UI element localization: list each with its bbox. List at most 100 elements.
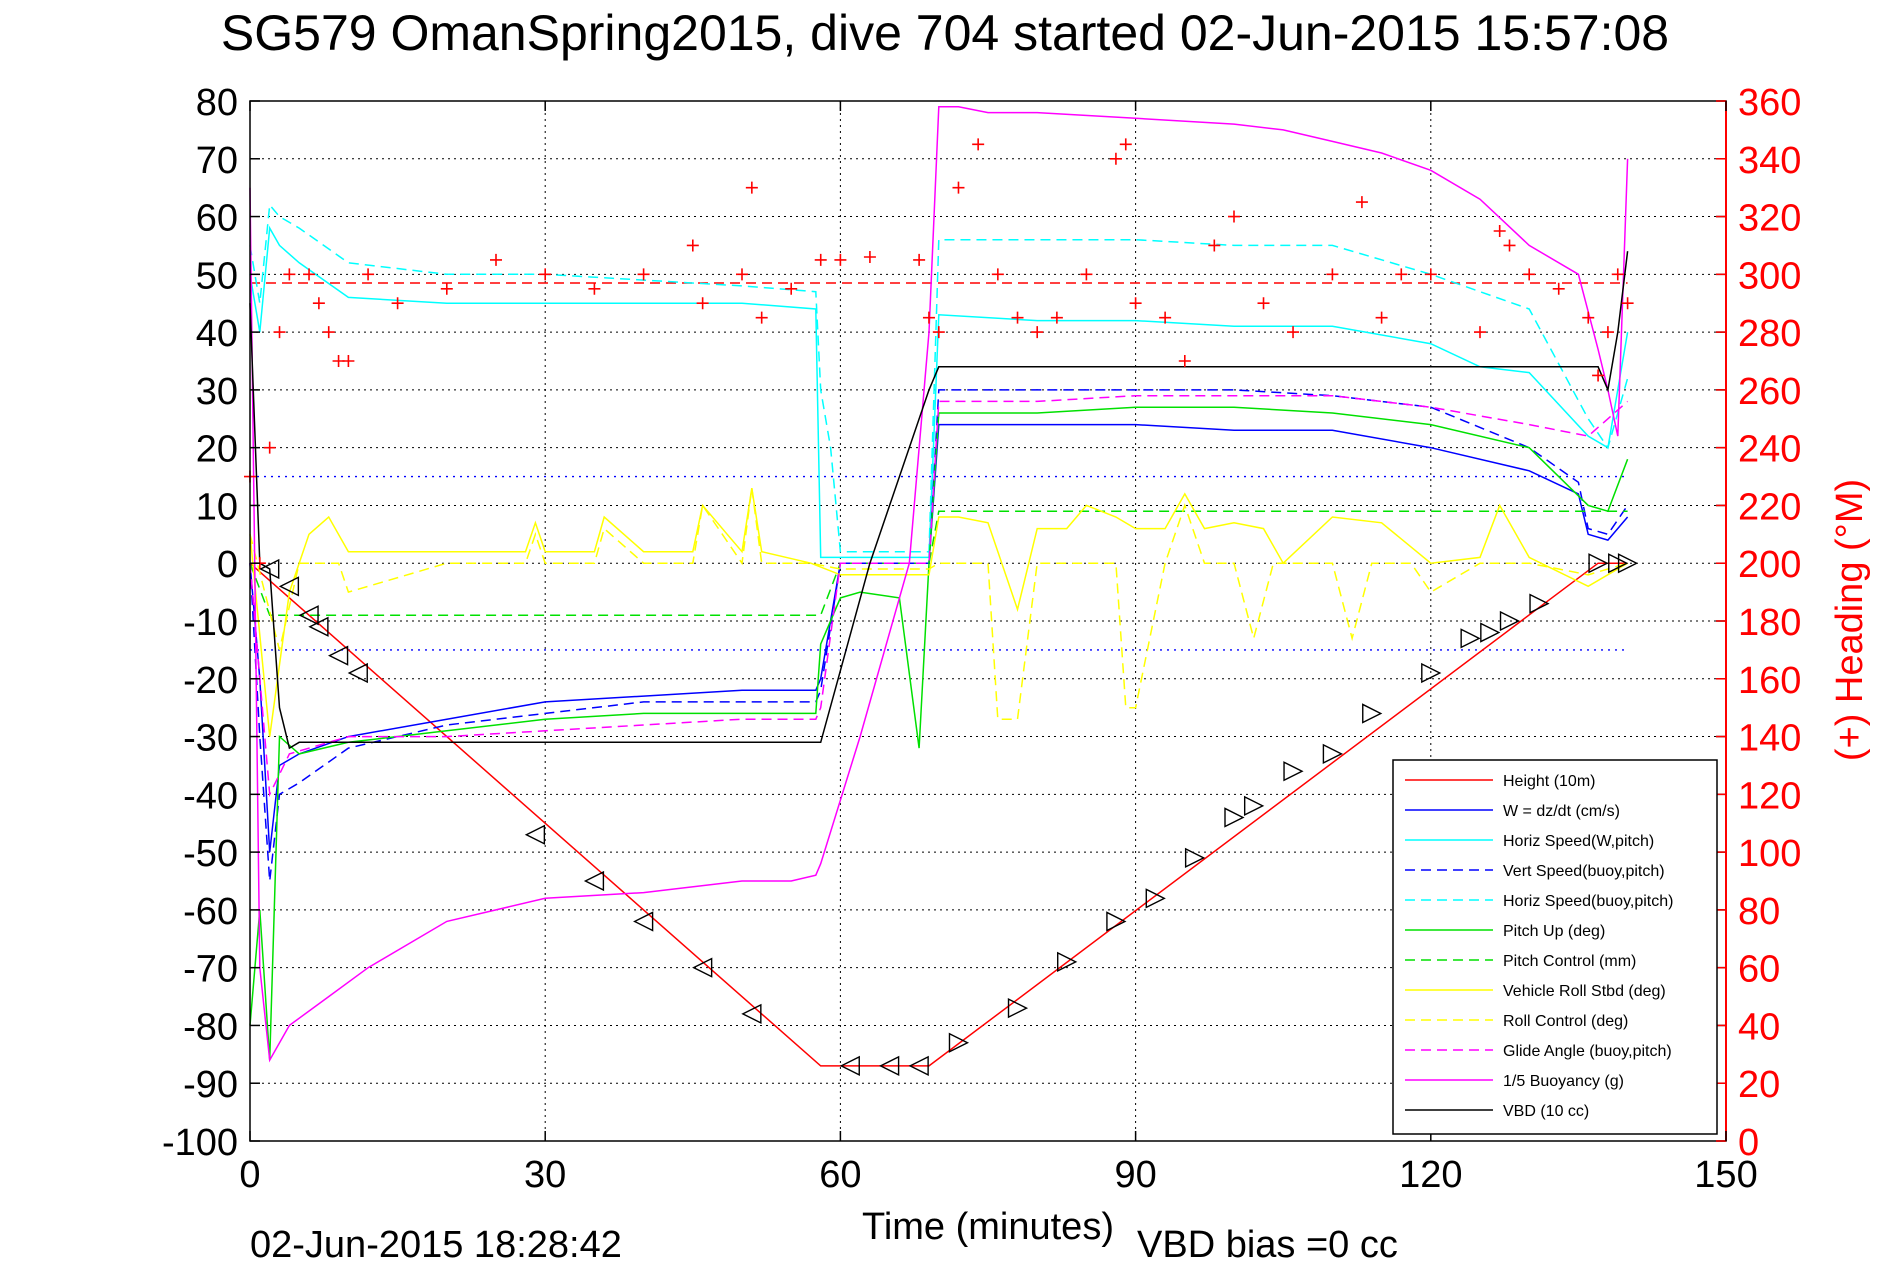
heading-point — [1424, 268, 1437, 281]
y-tick-label-left: 0 — [217, 544, 238, 586]
legend-label: Glide Angle (buoy,pitch) — [1503, 1043, 1672, 1060]
y-tick-label-right: 0 — [1738, 1122, 1759, 1164]
x-axis: 0 30 60 90 120 150 — [239, 101, 1758, 1196]
triangle-marker — [1007, 997, 1029, 1019]
y-axis-right-label: (+) Heading (°M) — [1829, 479, 1871, 761]
triangle-marker — [908, 1055, 929, 1077]
triangle-marker — [308, 616, 329, 637]
triangle-marker — [1145, 888, 1166, 909]
triangle-marker — [524, 824, 546, 845]
triangle-marker — [692, 957, 713, 978]
heading-point — [745, 181, 758, 194]
legend-label: Vert Speed(buoy,pitch) — [1503, 863, 1665, 880]
heading-point — [303, 268, 316, 281]
y-tick-label-right: 120 — [1738, 775, 1801, 817]
triangle-marker — [278, 576, 300, 597]
triangle-marker — [1184, 847, 1206, 869]
triangle-marker — [347, 662, 368, 684]
series-line — [249, 225, 1629, 559]
x-tick-label: 30 — [524, 1154, 566, 1196]
y-tick-label-left: -40 — [183, 775, 238, 817]
legend: Height (10m) W = dz/dt (cm/s) Horiz Speed(… — [1392, 759, 1718, 1135]
y-tick-label-right: 220 — [1738, 486, 1801, 528]
y-tick-label-left: 10 — [196, 486, 238, 528]
heading-series — [244, 138, 1634, 570]
triangle-marker — [327, 645, 349, 666]
heading-point — [863, 251, 876, 263]
y-axis-right: 3603403203002802602402202001801601401201… — [1716, 82, 1801, 1164]
y-tick-label-right: 340 — [1738, 140, 1801, 182]
y-tick-label-right: 80 — [1738, 891, 1780, 933]
y-tick-label-right: 140 — [1738, 718, 1801, 760]
y-tick-label-right: 260 — [1738, 371, 1801, 413]
heading-point — [696, 297, 709, 310]
y-tick-label-left: -90 — [183, 1064, 238, 1106]
heading-point — [1287, 326, 1300, 339]
x-tick-label: 90 — [1114, 1154, 1156, 1196]
heading-point — [283, 268, 296, 281]
triangle-marker — [1588, 553, 1609, 574]
y-axis-left: 80 70 60 50 40 30 20 10 0 -10 -20 -30 -40 -50 -60 -70 -8… — [162, 82, 1726, 1164]
y-tick-label-right: 240 — [1738, 429, 1801, 471]
legend-box — [1392, 759, 1718, 1135]
heading-point — [1178, 355, 1191, 367]
triangle-marker — [633, 911, 654, 932]
y-tick-label-right: 180 — [1738, 602, 1801, 644]
y-tick-label-left: -60 — [183, 891, 238, 933]
legend-label: W = dz/dt (cm/s) — [1503, 803, 1620, 820]
legend-label: Vehicle Roll Stbd (deg) — [1503, 983, 1666, 1000]
y-tick-label-left: -80 — [183, 1006, 238, 1048]
heading-point — [1080, 268, 1093, 281]
heading-point — [736, 268, 748, 281]
triangle-marker — [1460, 628, 1481, 649]
triangle-marker — [948, 1032, 970, 1053]
heading-point — [952, 181, 965, 194]
heading-point — [814, 253, 827, 266]
y-tick-label-left: -100 — [162, 1122, 238, 1164]
heading-point — [1621, 297, 1634, 310]
legend-label: Pitch Up (deg) — [1503, 923, 1605, 940]
heading-point — [362, 268, 375, 281]
y-tick-label-left: -30 — [183, 718, 238, 760]
y-tick-label-right: 60 — [1738, 949, 1780, 991]
heading-point — [1159, 311, 1172, 324]
heading-point — [922, 311, 935, 324]
y-tick-label-left: -50 — [183, 833, 238, 875]
x-tick-label: 60 — [819, 1154, 861, 1196]
heading-point — [1355, 196, 1368, 209]
heading-point — [1109, 152, 1122, 165]
heading-point — [322, 326, 335, 339]
legend-label: 1/5 Buoyancy (g) — [1503, 1073, 1624, 1090]
heading-point — [1523, 268, 1536, 281]
heading-point — [1375, 311, 1388, 324]
heading-point — [273, 326, 286, 339]
heading-point — [1552, 282, 1565, 295]
heading-point — [991, 268, 1004, 281]
heading-point — [440, 282, 453, 295]
series-layer — [244, 106, 1634, 1067]
heading-point — [755, 311, 768, 324]
y-tick-label-right: 320 — [1738, 198, 1801, 240]
y-tick-label-left: 50 — [196, 255, 238, 297]
heading-point — [1257, 297, 1270, 310]
heading-point — [1228, 210, 1240, 223]
triangle-marker — [1499, 610, 1521, 632]
y-tick-label-right: 100 — [1738, 833, 1801, 875]
heading-point — [1208, 239, 1221, 252]
triangle-marker — [1322, 743, 1343, 765]
heading-point — [1011, 311, 1024, 324]
heading-point — [588, 282, 601, 295]
series-line — [249, 488, 1628, 720]
legend-label: Pitch Control (mm) — [1503, 953, 1636, 970]
y-tick-label-right: 160 — [1738, 660, 1801, 702]
heading-point — [1503, 239, 1516, 252]
triangle-marker — [1362, 703, 1383, 724]
triangle-marker — [1106, 911, 1127, 932]
y-tick-label-left: 20 — [196, 429, 238, 471]
heading-point — [342, 355, 355, 367]
y-tick-label-right: 360 — [1738, 82, 1801, 124]
heading-point — [1611, 268, 1624, 281]
footer-vbd-bias: VBD bias =0 cc — [1137, 1224, 1398, 1262]
triangle-marker — [259, 558, 280, 580]
